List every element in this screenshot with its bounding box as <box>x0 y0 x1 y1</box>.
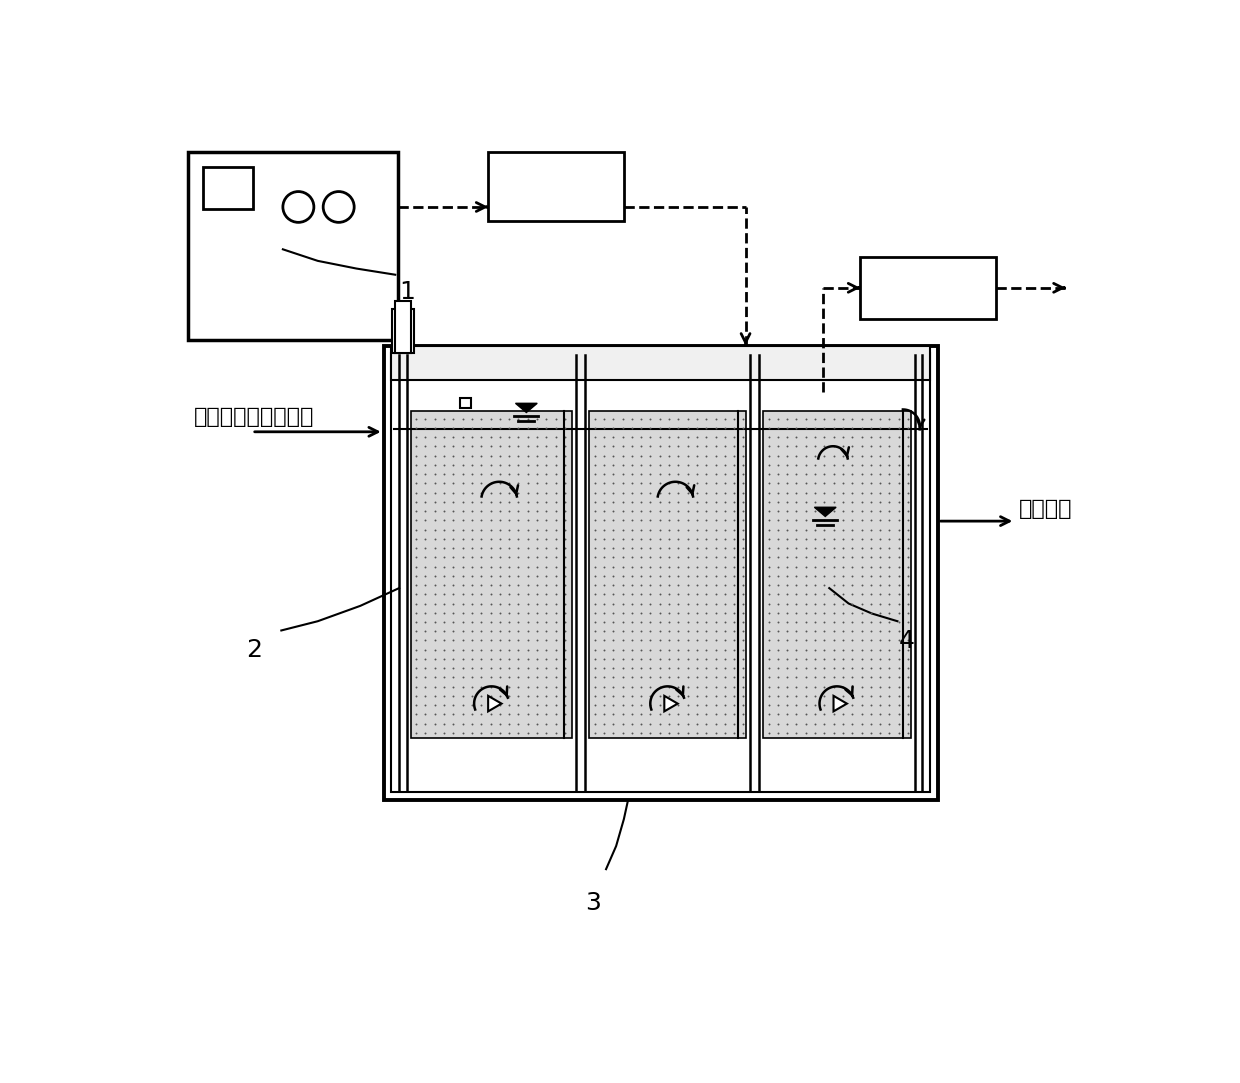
Bar <box>489 152 624 221</box>
Bar <box>392 345 930 380</box>
Polygon shape <box>833 696 847 712</box>
Bar <box>392 309 414 353</box>
Polygon shape <box>815 507 836 517</box>
Polygon shape <box>516 403 537 413</box>
Bar <box>383 345 937 800</box>
Text: 3: 3 <box>585 890 601 915</box>
Bar <box>763 412 910 739</box>
Bar <box>396 301 410 353</box>
Text: 2: 2 <box>247 638 263 662</box>
Text: 4: 4 <box>899 629 915 653</box>
Bar <box>187 152 398 340</box>
Bar <box>203 167 253 209</box>
Text: 进水（自前序工艺）: 进水（自前序工艺） <box>193 406 314 427</box>
Polygon shape <box>489 696 501 712</box>
Bar <box>460 399 470 408</box>
Bar <box>861 257 996 318</box>
Polygon shape <box>665 696 678 712</box>
Bar <box>410 412 572 739</box>
Bar <box>589 412 746 739</box>
Bar <box>392 353 930 792</box>
Text: 1: 1 <box>399 280 415 304</box>
Text: 处理出水: 处理出水 <box>1019 499 1073 519</box>
